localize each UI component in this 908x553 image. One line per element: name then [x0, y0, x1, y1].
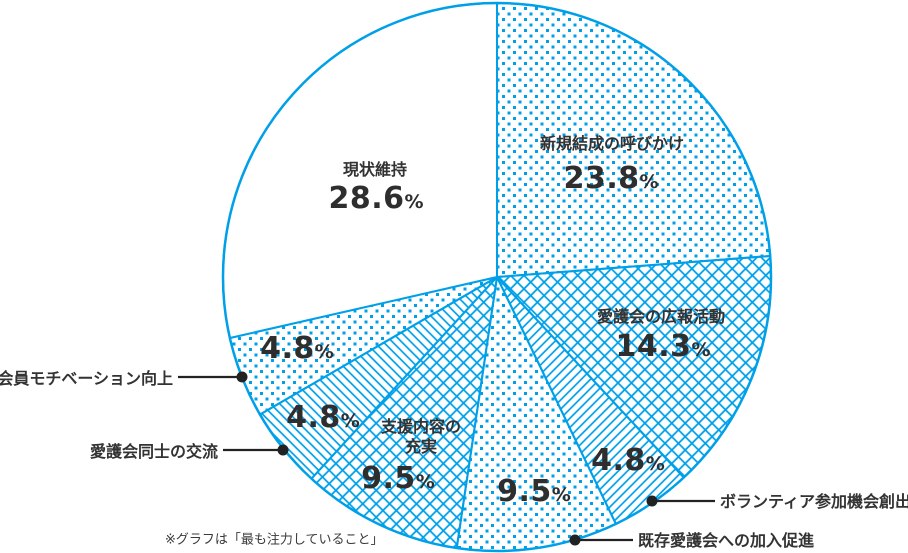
pie-slice-0 [496, 2, 772, 278]
pie-outline [221, 1, 773, 553]
chart-footnote: ※グラフは「最も注力していること」 [165, 532, 384, 548]
leader-dot-6 [236, 371, 248, 383]
leader-dot-3 [569, 534, 581, 546]
leader-dot-2 [646, 495, 658, 507]
leader-dot-5 [277, 444, 289, 456]
